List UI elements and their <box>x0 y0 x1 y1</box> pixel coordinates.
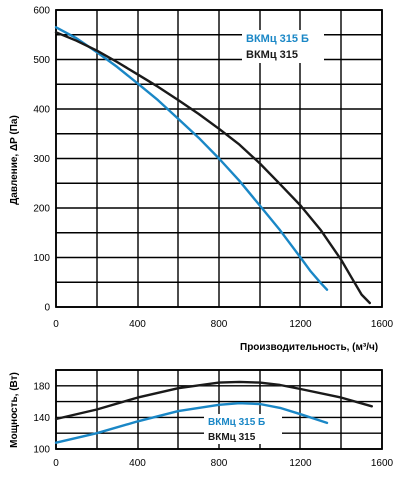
plot-frame <box>55 9 383 308</box>
x-tick-label: 400 <box>129 458 146 469</box>
legend-entry: ВКМц 315 Б <box>208 417 265 428</box>
x-tick-label: 400 <box>129 319 146 330</box>
x-tick-label: 800 <box>211 319 228 330</box>
x-tick-label: 0 <box>53 319 59 330</box>
y-tick-label: 200 <box>33 204 50 215</box>
x-tick-label: 0 <box>53 458 59 469</box>
y-tick-label: 140 <box>33 413 50 424</box>
legend-background <box>242 30 324 63</box>
legend-entry: ВКМц 315 <box>208 432 256 443</box>
series-line-0 <box>54 402 329 444</box>
y-tick-label: 100 <box>33 445 50 456</box>
x-tick-label: 1600 <box>371 319 394 330</box>
y-axis-label: Мощность, (Вт) <box>9 372 20 448</box>
pressure-chart-panel: 0 400 800 1200 1600 0 100 200 300 400 500 600 Давлен… <box>9 6 394 354</box>
y-tick-label: 600 <box>33 6 50 17</box>
y-tick-label: 0 <box>44 303 50 314</box>
series-line-0 <box>54 26 329 291</box>
legend-entry: ВКМц 315 Б <box>246 33 309 45</box>
y-tick-label: 100 <box>33 253 50 264</box>
legend-background <box>204 414 282 444</box>
y-tick-label: 300 <box>33 154 50 165</box>
x-tick-label: 1200 <box>289 458 312 469</box>
x-tick-label: 1600 <box>371 458 394 469</box>
y-tick-label: 500 <box>33 55 50 66</box>
y-tick-label: 400 <box>33 105 50 116</box>
x-tick-label: 800 <box>211 458 228 469</box>
legend-entry: ВКМц 315 <box>246 49 298 61</box>
series-line-1 <box>54 380 373 421</box>
y-tick-label: 180 <box>33 381 50 392</box>
x-tick-label: 1200 <box>289 319 312 330</box>
power-chart-panel: 0 400 800 1200 1600 100 140 180 Мощность, (Вт) ВК… <box>9 369 394 469</box>
y-axis-label: Давление, ΔP (Па) <box>9 115 20 205</box>
plot-frame <box>55 369 383 450</box>
x-axis-label: Производительность, (м³/ч) <box>240 342 378 353</box>
series-line-1 <box>54 31 371 305</box>
